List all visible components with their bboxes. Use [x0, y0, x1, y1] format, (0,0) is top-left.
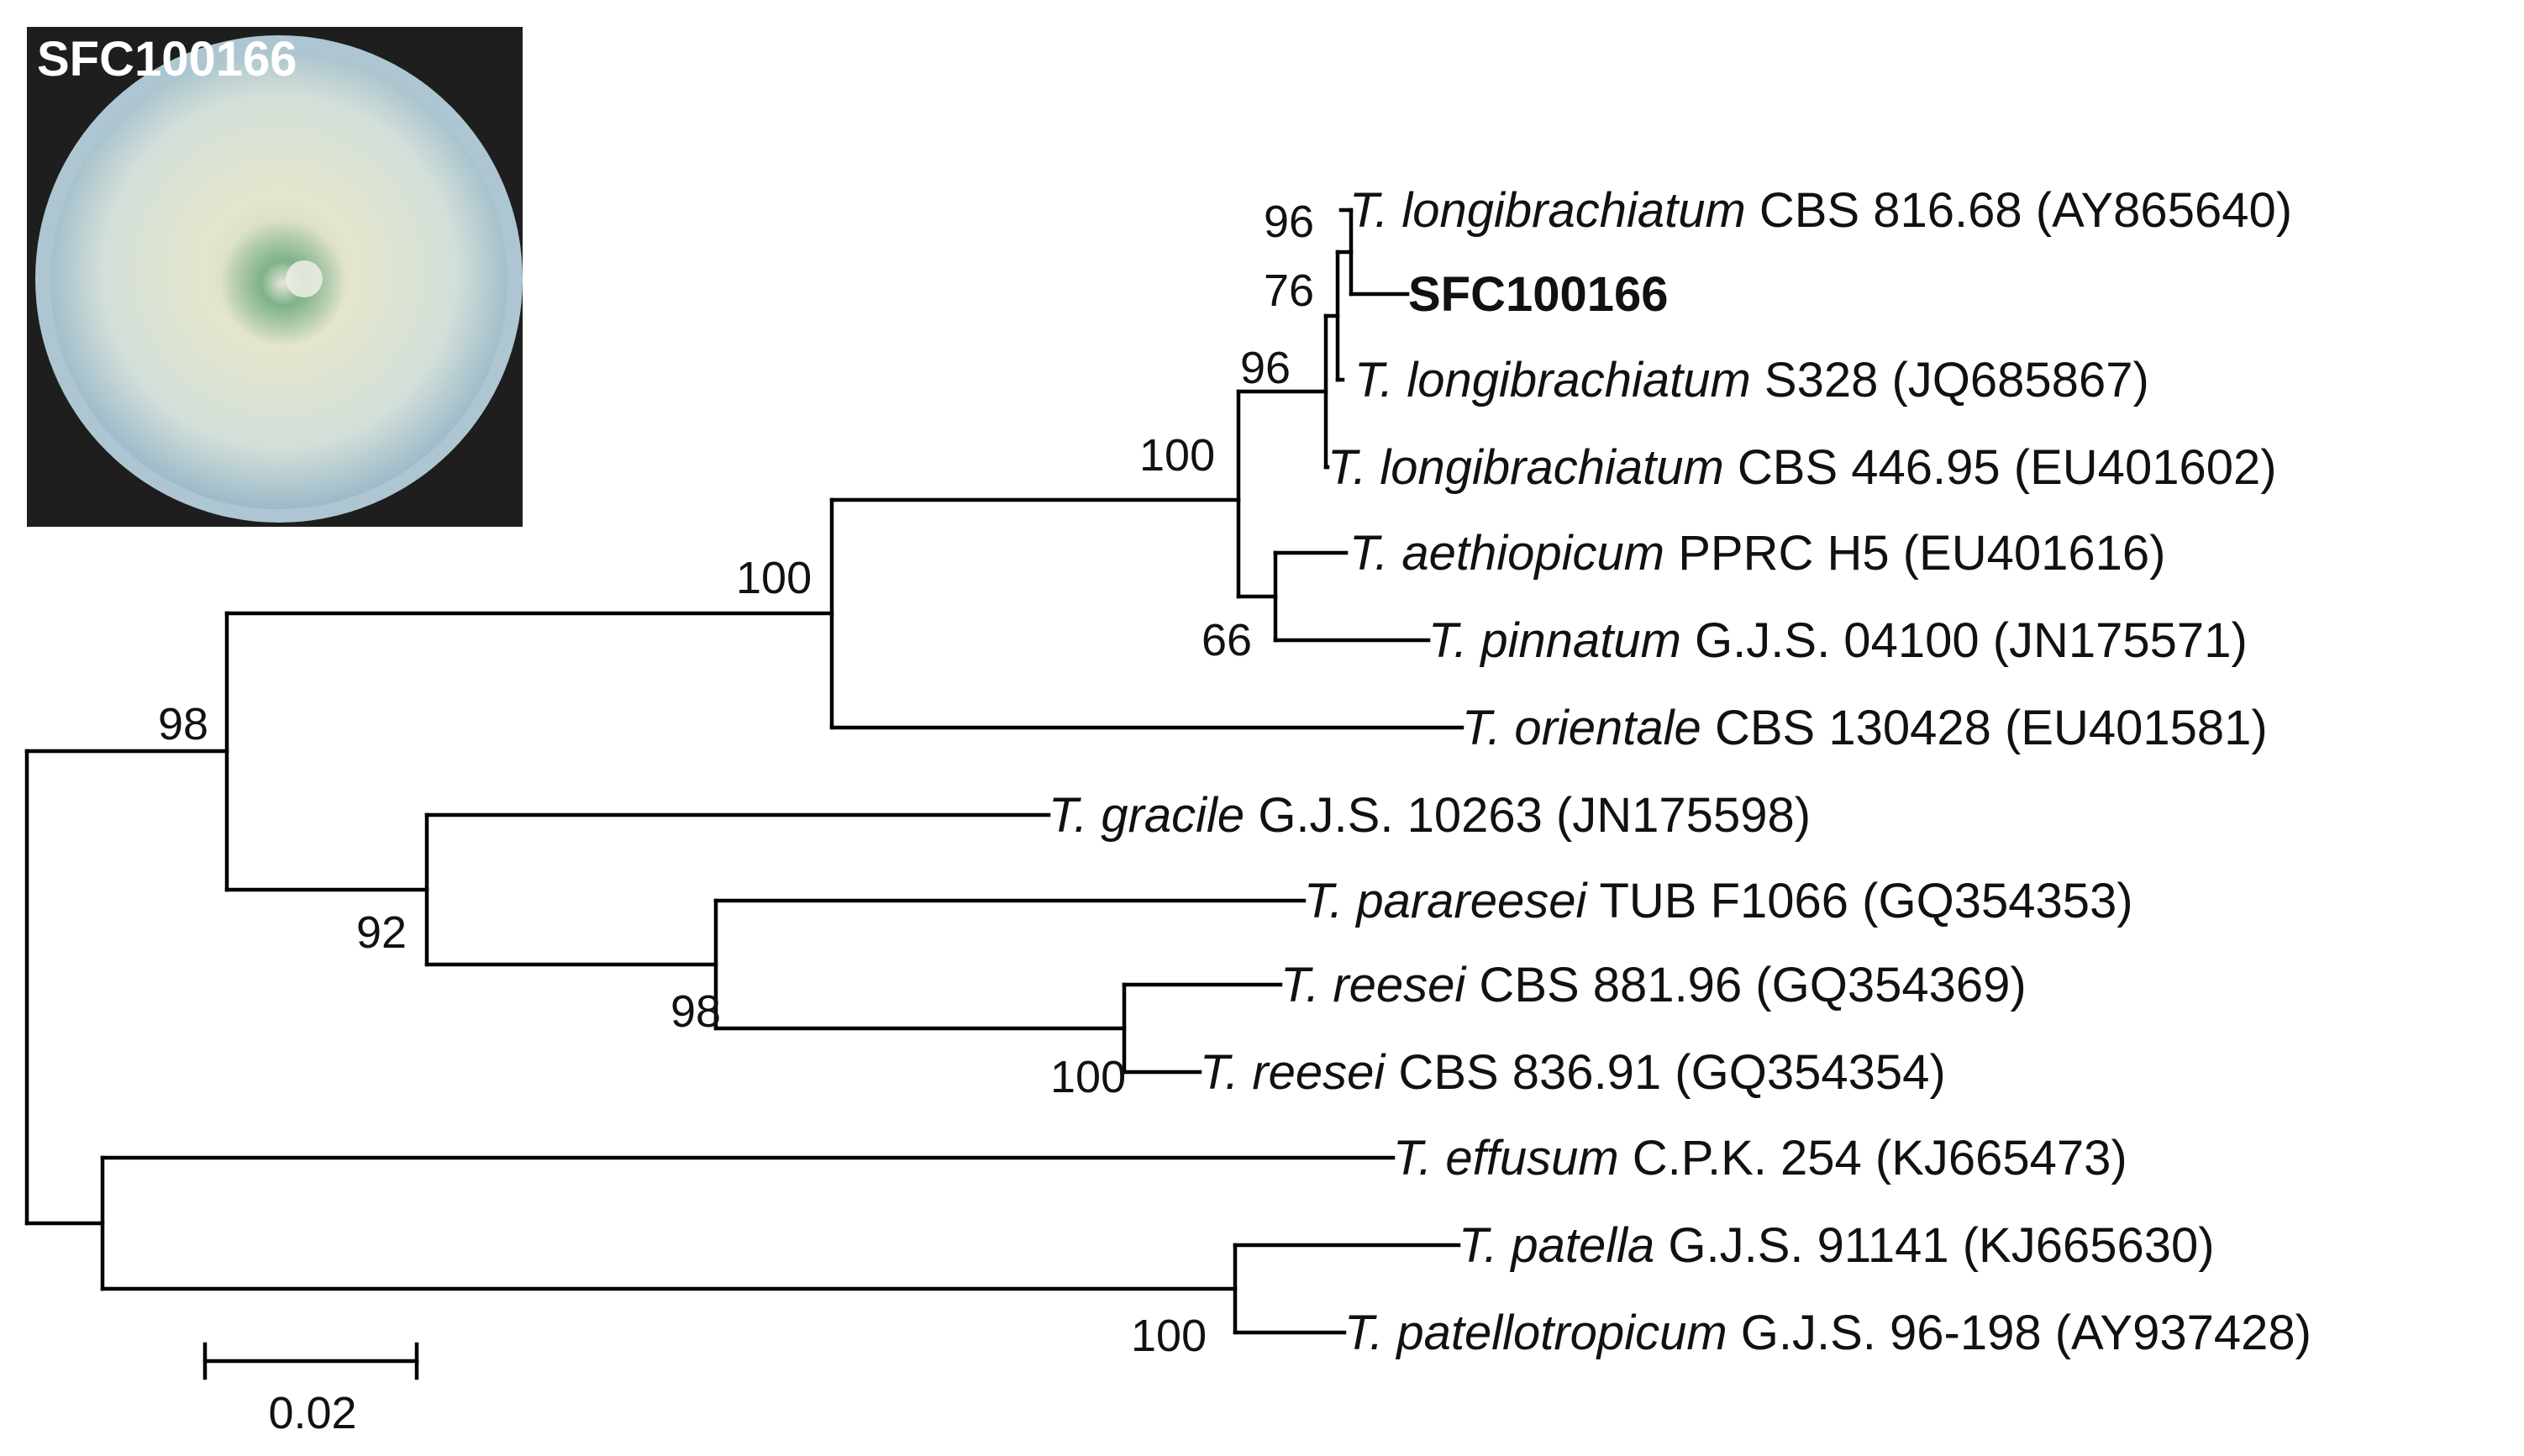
taxon-species: T. gracile — [1049, 788, 1244, 843]
taxon-species: T. aethiopicum — [1349, 526, 1664, 581]
bootstrap-value: 100 — [1050, 1052, 1126, 1102]
taxon-species: T. parareesei — [1304, 874, 1589, 928]
taxon-strain: G.J.S. 91141 (KJ665630) — [1654, 1218, 2214, 1273]
bootstrap-value: 98 — [670, 986, 721, 1037]
bootstrap-value: 66 — [1202, 615, 1252, 665]
taxon-label-t14: T. patellotropicum G.J.S. 96-198 (AY9374… — [1344, 1306, 2311, 1360]
bootstrap-values: 96 76 96 100 66 100 98 92 98 100 100 — [158, 197, 1314, 1361]
bootstrap-value: 76 — [1264, 265, 1314, 316]
taxon-species: T. pinnatum — [1428, 613, 1681, 668]
taxon-species: T. longibrachiatum — [1328, 440, 1724, 495]
taxon-strain: CBS 881.96 (GQ354369) — [1465, 958, 2026, 1012]
taxon-label-t11: T. reesei CBS 836.91 (GQ354354) — [1200, 1045, 1946, 1100]
taxon-species: T. longibrachiatum — [1354, 353, 1751, 407]
taxon-label-t2: SFC100166 — [1408, 267, 1669, 322]
taxon-species: T. patellotropicum — [1344, 1306, 1727, 1360]
taxon-species: T. reesei — [1280, 958, 1467, 1012]
scale-bar-label: 0.02 — [268, 1388, 356, 1438]
taxon-label-t12: T. effusum C.P.K. 254 (KJ665473) — [1393, 1131, 2127, 1185]
photo-label: SFC100166 — [37, 32, 297, 87]
bootstrap-value: 100 — [1131, 1311, 1207, 1361]
taxon-label-t1: T. longibrachiatum CBS 816.68 (AY865640) — [1349, 183, 2292, 238]
taxon-strain: G.J.S. 10263 (JN175598) — [1244, 788, 1811, 843]
taxon-species: T. patella — [1459, 1218, 1654, 1273]
taxon-label-t4: T. longibrachiatum CBS 446.95 (EU401602) — [1328, 440, 2277, 495]
taxon-strain: SFC100166 — [1408, 267, 1669, 322]
taxon-labels: T. longibrachiatum CBS 816.68 (AY865640)… — [1049, 183, 2311, 1360]
taxon-species: T. orientale — [1462, 701, 1701, 755]
bootstrap-value: 96 — [1264, 197, 1314, 247]
taxon-strain: TUB F1066 (GQ354353) — [1586, 874, 2132, 928]
bootstrap-value: 100 — [1139, 430, 1215, 481]
bootstrap-value: 98 — [158, 699, 208, 749]
taxon-strain: G.J.S. 96-198 (AY937428) — [1727, 1306, 2311, 1360]
taxon-label-t5: T. aethiopicum PPRC H5 (EU401616) — [1349, 526, 2165, 581]
bootstrap-value: 100 — [736, 553, 812, 603]
taxon-label-t7: T. orientale CBS 130428 (EU401581) — [1462, 701, 2268, 755]
taxon-label-t10: T. reesei CBS 881.96 (GQ354369) — [1280, 958, 2027, 1012]
petri-dish-image: SFC100166 — [35, 32, 523, 523]
taxon-strain: CBS 130428 (EU401581) — [1701, 701, 2268, 755]
taxon-strain: CBS 836.91 (GQ354354) — [1385, 1045, 1945, 1100]
taxon-label-t9: T. parareesei TUB F1066 (GQ354353) — [1304, 874, 2133, 928]
taxon-species: T. longibrachiatum — [1349, 183, 1746, 238]
bootstrap-value: 96 — [1240, 343, 1291, 393]
taxon-strain: PPRC H5 (EU401616) — [1664, 526, 2165, 581]
scale-bar: 0.02 — [202, 1342, 419, 1438]
tree-branches — [24, 208, 1464, 1335]
taxon-label-t8: T. gracile G.J.S. 10263 (JN175598) — [1049, 788, 1811, 843]
bootstrap-value: 92 — [356, 907, 407, 958]
taxon-strain: S328 (JQ685867) — [1751, 353, 2149, 407]
taxon-strain: G.J.S. 04100 (JN175571) — [1681, 613, 2248, 668]
taxon-species: T. reesei — [1200, 1045, 1386, 1100]
colony-center — [220, 220, 346, 346]
taxon-label-t13: T. patella G.J.S. 91141 (KJ665630) — [1459, 1218, 2215, 1273]
taxon-strain: CBS 446.95 (EU401602) — [1724, 440, 2277, 495]
culture-photo: SFC100166 — [27, 27, 523, 527]
taxon-strain: C.P.K. 254 (KJ665473) — [1619, 1131, 2127, 1185]
taxon-species: T. effusum — [1393, 1131, 1619, 1185]
taxon-strain: CBS 816.68 (AY865640) — [1746, 183, 2292, 238]
taxon-label-t3: T. longibrachiatum S328 (JQ685867) — [1354, 353, 2149, 407]
taxon-label-t6: T. pinnatum G.J.S. 04100 (JN175571) — [1428, 613, 2248, 668]
